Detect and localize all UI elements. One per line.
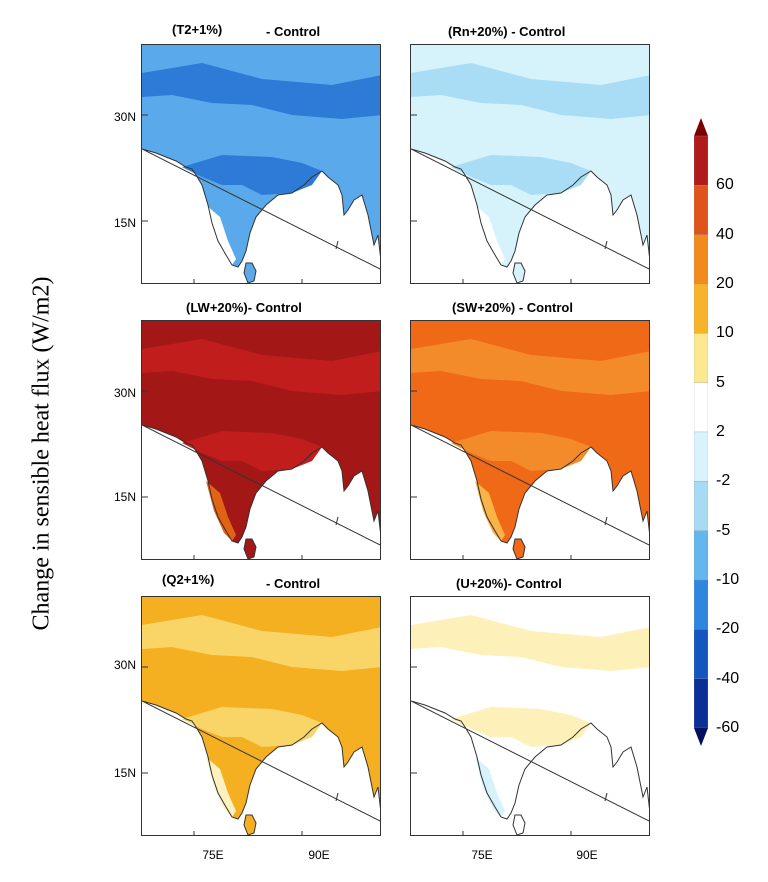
colorbar-segment: [694, 579, 708, 630]
colorbar-label: 10: [716, 324, 734, 342]
lon-label-90e: 90E: [308, 848, 330, 862]
panel-4-title: (SW+20%) - Control: [452, 300, 573, 315]
y-axis-label: Change in sensible heat flux (W/m2): [28, 276, 55, 631]
plateau-region: [411, 63, 649, 119]
plateau-region: [411, 339, 649, 395]
coastal-region: [475, 481, 505, 541]
panel-5-title-b: - Control: [266, 576, 321, 591]
lon-label-75e: 75E: [202, 848, 224, 862]
coastal-region: [475, 205, 505, 265]
coastline: [411, 700, 649, 822]
plateau-region: [411, 615, 649, 671]
lat-label-15n: 15N: [113, 766, 136, 780]
colorbar-segment: [694, 135, 708, 186]
colorbar-segment: [694, 431, 708, 482]
colorbar-segment: [694, 530, 708, 581]
colorbar-label: 5: [716, 373, 725, 391]
plains-region: [451, 431, 591, 471]
panel-6-title: (U+20%)- Control: [456, 576, 562, 591]
sri-lanka-region: [513, 815, 525, 835]
islands: [335, 240, 339, 250]
map-panel-1: [141, 44, 381, 284]
islands: [335, 516, 339, 526]
colorbar-label: -2: [716, 472, 731, 490]
coastline: [142, 148, 380, 270]
colorbar-label: -40: [716, 669, 740, 687]
colorbar-segment: [694, 629, 708, 679]
colorbar-segment: [694, 481, 708, 531]
islands: [335, 792, 339, 802]
sri-lanka-region: [244, 539, 256, 559]
colorbar-segment: [694, 382, 708, 433]
colorbar-segment: [694, 678, 708, 729]
plains-region: [451, 155, 591, 195]
panel-3-title: (LW+20%)- Control: [186, 300, 302, 315]
lon-label-90e: 90E: [576, 848, 598, 862]
plateau-region: [142, 63, 380, 119]
colorbar-segment: [694, 283, 708, 334]
lat-label-30n: 30N: [113, 386, 136, 400]
coastline: [142, 700, 380, 822]
colorbar-segment: [694, 333, 708, 383]
plains-region: [182, 707, 322, 747]
lat-label-30n: 30N: [113, 658, 136, 672]
plains-region: [182, 431, 322, 471]
sri-lanka-region: [513, 263, 525, 283]
islands: [604, 240, 608, 250]
lat-label-15n: 15N: [113, 490, 136, 504]
coastal-region: [206, 481, 236, 541]
coastline: [411, 424, 649, 546]
colorbar-label: 20: [716, 275, 734, 292]
colorbar-label: -5: [716, 521, 731, 539]
plains-region: [182, 155, 322, 195]
colorbar-top-arrow: [694, 118, 708, 136]
map-panel-4: [410, 320, 650, 560]
sri-lanka-coastline: [512, 814, 526, 835]
panel-1-title-b: - Control: [266, 24, 321, 39]
sri-lanka-coastline: [512, 262, 526, 283]
lon-label-75e: 75E: [471, 848, 493, 862]
colorbar-label: -10: [716, 571, 740, 588]
coastline: [142, 424, 380, 546]
sri-lanka-coastline: [243, 262, 257, 283]
panel-2-title: (Rn+20%) - Control: [448, 24, 566, 39]
plateau-region: [142, 339, 380, 395]
colorbar-label: -20: [716, 620, 740, 638]
map-panel-2: [410, 44, 650, 284]
sri-lanka-coastline: [243, 538, 257, 559]
panel-5-title-a: (Q2+1%): [162, 572, 215, 587]
colorbar-label: 60: [716, 176, 734, 194]
colorbar-label: -60: [716, 719, 740, 736]
panel-1-title-a: (T2+1%): [172, 22, 223, 37]
sri-lanka-coastline: [243, 814, 257, 835]
plateau-region: [142, 615, 380, 671]
map-panel-6: [410, 596, 650, 836]
lat-label-30n: 30N: [113, 110, 136, 124]
colorbar: [694, 118, 708, 746]
colorbar-segment: [694, 234, 708, 285]
lat-label-15n: 15N: [113, 216, 136, 230]
sri-lanka-region: [244, 263, 256, 283]
coastal-region: [475, 757, 505, 817]
coastline: [411, 148, 649, 270]
islands: [604, 516, 608, 526]
colorbar-bottom-arrow: [694, 728, 708, 746]
colorbar-segment: [694, 185, 708, 235]
coastal-region: [206, 757, 236, 817]
coastal-region: [206, 205, 236, 265]
plains-region: [451, 707, 591, 747]
sri-lanka-region: [244, 815, 256, 835]
islands: [604, 792, 608, 802]
sri-lanka-region: [513, 539, 525, 559]
colorbar-label: 40: [716, 225, 734, 243]
colorbar-label: 2: [716, 423, 725, 440]
map-panel-3: [141, 320, 381, 560]
sri-lanka-coastline: [512, 538, 526, 559]
map-panel-5: [141, 596, 381, 836]
